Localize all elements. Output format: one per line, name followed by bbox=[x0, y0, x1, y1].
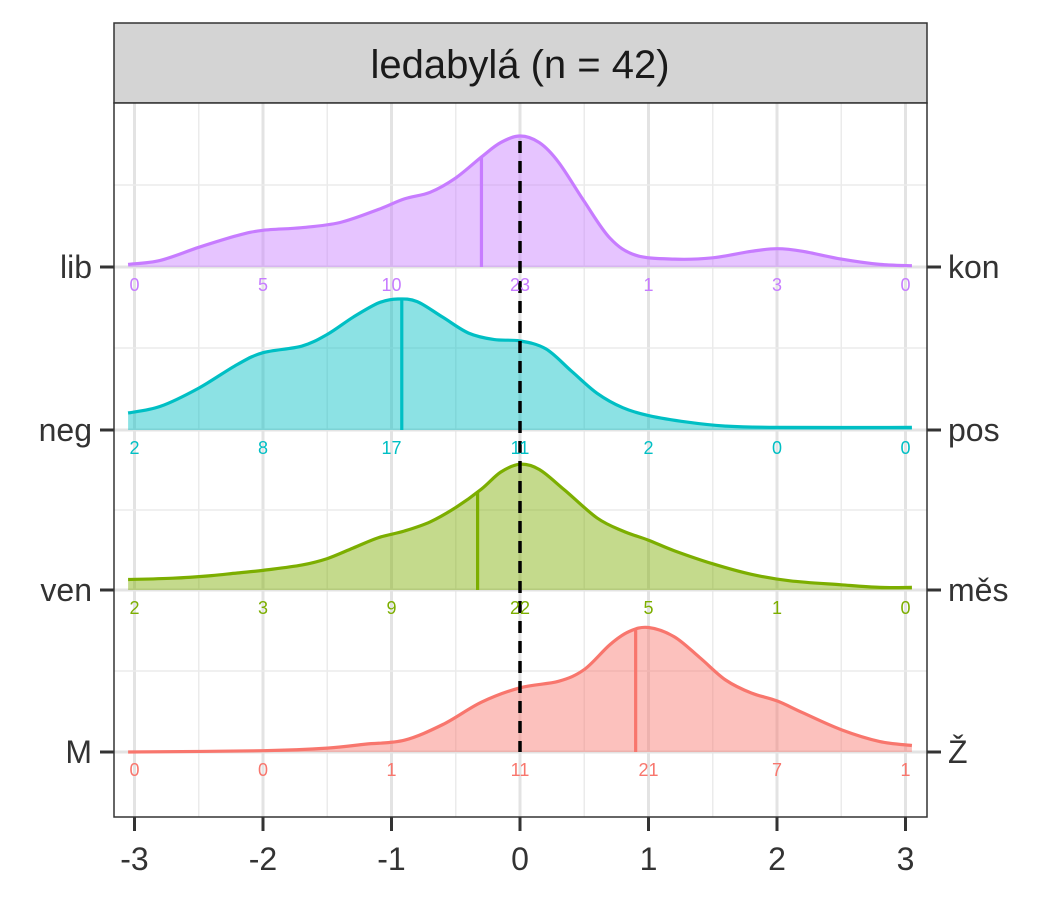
x-axis: -3 -2 -1 0 1 2 3 bbox=[120, 817, 914, 877]
facet-title: ledabylá (n = 42) bbox=[370, 43, 669, 87]
right-axis-label: Ž bbox=[948, 734, 968, 770]
count-label: 1 bbox=[900, 760, 910, 780]
count-label: 0 bbox=[258, 760, 268, 780]
count-label: 10 bbox=[381, 275, 401, 295]
count-label: 1 bbox=[386, 760, 396, 780]
left-axis-label: neg bbox=[39, 412, 92, 448]
right-axis-label: měs bbox=[948, 572, 1008, 608]
density-line bbox=[128, 462, 912, 590]
count-label: 5 bbox=[258, 275, 268, 295]
left-axis-label: lib bbox=[60, 249, 92, 285]
count-label: 2 bbox=[643, 438, 653, 458]
density-line bbox=[127, 297, 912, 430]
count-labels: 0 5 10 23 1 3 02 8 17 11 2 0 02 3 9 22 5 1 00 0 1 11 21 7 1 bbox=[129, 275, 910, 780]
density-line bbox=[127, 134, 912, 268]
count-label: 0 bbox=[129, 275, 139, 295]
right-axis: kon pos měs Ž bbox=[927, 249, 1008, 770]
count-label: 2 bbox=[129, 438, 139, 458]
count-label: 3 bbox=[772, 275, 782, 295]
count-label: 0 bbox=[900, 438, 910, 458]
x-axis-tick-label: -3 bbox=[120, 841, 148, 877]
right-axis-label: pos bbox=[948, 412, 1000, 448]
left-axis-label: ven bbox=[40, 572, 92, 608]
count-label: 9 bbox=[386, 598, 396, 618]
count-label: 0 bbox=[900, 598, 910, 618]
x-axis-tick-label: -2 bbox=[249, 841, 277, 877]
count-label: 1 bbox=[772, 598, 782, 618]
count-label: 22 bbox=[510, 598, 530, 618]
count-label: 2 bbox=[129, 598, 139, 618]
density-line bbox=[128, 625, 913, 754]
facet-strip: ledabylá (n = 42) bbox=[113, 22, 928, 104]
count-label: 21 bbox=[638, 760, 658, 780]
count-label: 1 bbox=[643, 275, 653, 295]
right-axis-label: kon bbox=[948, 249, 1000, 285]
left-axis: lib neg ven M bbox=[39, 249, 114, 770]
x-axis-tick-label: 2 bbox=[768, 841, 786, 877]
x-axis-tick-label: 1 bbox=[640, 841, 658, 877]
count-label: 0 bbox=[129, 760, 139, 780]
x-axis-tick-label: -1 bbox=[377, 841, 405, 877]
count-label: 3 bbox=[258, 598, 268, 618]
count-label: 0 bbox=[772, 438, 782, 458]
x-axis-tick-label: 0 bbox=[511, 841, 529, 877]
left-axis-label: M bbox=[65, 734, 92, 770]
count-label: 7 bbox=[772, 760, 782, 780]
x-axis-tick-label: 3 bbox=[897, 841, 915, 877]
count-label: 17 bbox=[381, 438, 401, 458]
count-label: 0 bbox=[900, 275, 910, 295]
count-label: 11 bbox=[511, 760, 530, 780]
count-label: 11 bbox=[511, 438, 530, 458]
count-label: 23 bbox=[510, 275, 530, 295]
count-label: 5 bbox=[643, 598, 653, 618]
count-label: 8 bbox=[258, 438, 268, 458]
